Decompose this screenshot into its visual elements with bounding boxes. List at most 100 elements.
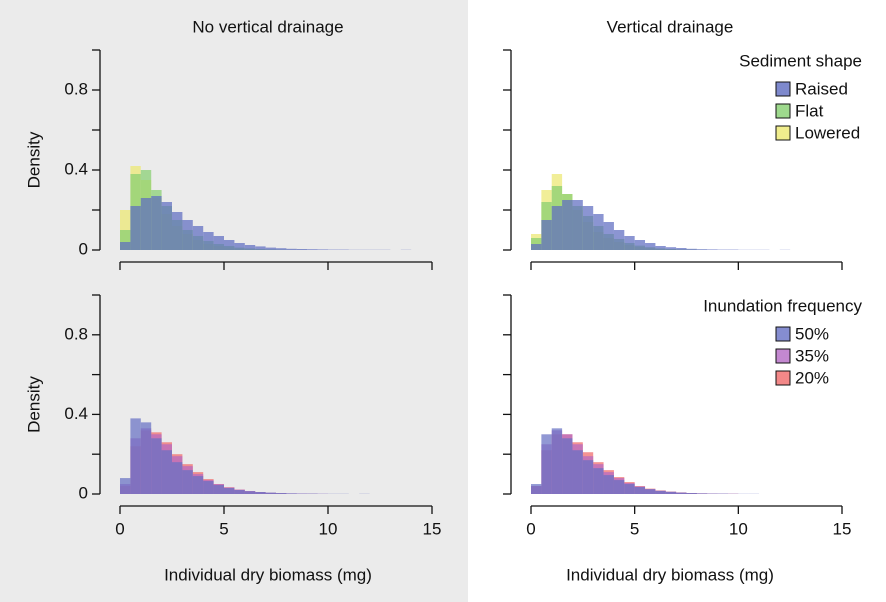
histogram-bar bbox=[224, 488, 235, 494]
histogram-bar bbox=[541, 220, 552, 250]
histogram-bar bbox=[244, 245, 256, 250]
x-tick-label: 15 bbox=[833, 519, 852, 538]
histogram-bar bbox=[665, 491, 677, 494]
legend-swatch bbox=[775, 370, 791, 386]
legend-label: Flat bbox=[795, 101, 824, 120]
x-tick-label: 10 bbox=[319, 519, 338, 538]
legend-title: Sediment shape bbox=[739, 51, 862, 70]
histogram-bar bbox=[276, 493, 287, 494]
histogram-bar bbox=[203, 481, 214, 494]
histogram-bar bbox=[603, 475, 614, 494]
histogram-bar bbox=[224, 240, 235, 250]
x-tick-label: 0 bbox=[526, 519, 535, 538]
histogram-bar bbox=[255, 492, 266, 494]
histogram-bar bbox=[593, 214, 604, 250]
histogram-bar bbox=[572, 200, 583, 250]
legend-title: Inundation frequency bbox=[703, 296, 862, 315]
y-tick-label: 0.8 bbox=[64, 324, 88, 343]
panel-background bbox=[0, 0, 468, 602]
histogram-bar bbox=[286, 493, 297, 494]
histogram-bar bbox=[624, 236, 635, 250]
histogram-bar bbox=[192, 226, 204, 250]
histogram-bar bbox=[655, 246, 666, 250]
histogram-bar bbox=[551, 206, 563, 250]
histogram-bar bbox=[276, 248, 287, 250]
histogram-bar bbox=[531, 484, 542, 494]
histogram-bar bbox=[140, 198, 152, 250]
histogram-bar bbox=[265, 247, 276, 250]
y-tick-label: 0 bbox=[79, 483, 88, 502]
histogram-bar bbox=[140, 422, 152, 494]
histogram-bar bbox=[296, 249, 308, 250]
legend-swatch bbox=[775, 81, 791, 97]
histogram-bar bbox=[172, 462, 183, 494]
histogram-bar bbox=[307, 249, 318, 250]
y-axis-label: Density bbox=[24, 376, 43, 433]
histogram-bar bbox=[613, 230, 625, 250]
legend-label: 50% bbox=[795, 324, 829, 343]
legend-swatch bbox=[775, 348, 791, 364]
legend-label: Lowered bbox=[795, 123, 860, 142]
y-tick-label: 0 bbox=[79, 239, 88, 258]
histogram-bar bbox=[317, 249, 328, 250]
histogram-bar bbox=[182, 220, 193, 250]
histogram-bar bbox=[255, 246, 266, 250]
histogram-bar bbox=[120, 242, 131, 250]
histogram-bar bbox=[582, 460, 594, 494]
histogram-bar bbox=[265, 492, 276, 494]
legend-label: 35% bbox=[795, 346, 829, 365]
x-axis-label: Individual dry biomass (mg) bbox=[566, 565, 774, 584]
x-tick-label: 15 bbox=[423, 519, 442, 538]
histogram-bar bbox=[634, 240, 646, 250]
legend-swatch bbox=[775, 103, 791, 119]
histogram-bar bbox=[130, 206, 141, 250]
histogram-bar bbox=[582, 206, 594, 250]
x-tick-label: 5 bbox=[219, 519, 228, 538]
histogram-bar bbox=[593, 468, 604, 494]
y-tick-label: 0.8 bbox=[64, 79, 88, 98]
histogram-bar bbox=[213, 485, 224, 494]
histogram-bar bbox=[203, 232, 214, 250]
panel-title: No vertical drainage bbox=[192, 17, 343, 36]
histogram-bar bbox=[655, 490, 666, 494]
legend-label: Raised bbox=[795, 79, 848, 98]
panel-title: Vertical drainage bbox=[607, 17, 734, 36]
legend-label: 20% bbox=[795, 368, 829, 387]
histogram-bar bbox=[244, 491, 256, 494]
histogram-bar bbox=[676, 492, 687, 494]
histogram-bar bbox=[130, 418, 141, 494]
histogram-bar bbox=[696, 493, 708, 494]
legend-swatch bbox=[775, 326, 791, 342]
histogram-bar bbox=[562, 200, 573, 250]
x-tick-label: 0 bbox=[115, 519, 124, 538]
legend-swatch bbox=[775, 125, 791, 141]
histogram-bar bbox=[707, 249, 718, 250]
x-tick-label: 5 bbox=[630, 519, 639, 538]
histogram-bar bbox=[676, 248, 687, 250]
histogram-bar bbox=[172, 212, 183, 250]
histogram-bar bbox=[645, 489, 656, 494]
histogram-bar bbox=[696, 249, 708, 250]
histogram-bar bbox=[161, 202, 172, 250]
histogram-bar bbox=[613, 480, 625, 494]
histogram-bar bbox=[192, 476, 204, 494]
histogram-bar bbox=[686, 493, 697, 494]
histogram-bar bbox=[603, 222, 614, 250]
y-axis-label: Density bbox=[24, 131, 43, 188]
histogram-bar bbox=[686, 248, 697, 250]
histogram-bar bbox=[624, 484, 635, 494]
histogram-bar bbox=[645, 243, 656, 250]
histogram-bar bbox=[531, 244, 542, 250]
histogram-bar bbox=[120, 230, 131, 250]
histogram-bar bbox=[151, 438, 162, 494]
histogram-bar bbox=[120, 478, 131, 494]
histogram-bar bbox=[665, 247, 677, 250]
x-axis-label: Individual dry biomass (mg) bbox=[164, 565, 372, 584]
histogram-bar bbox=[151, 196, 162, 250]
histogram-bar bbox=[234, 243, 245, 250]
histogram-bar bbox=[562, 438, 573, 494]
x-tick-label: 10 bbox=[729, 519, 748, 538]
y-tick-label: 0.4 bbox=[64, 404, 88, 423]
histogram-bar bbox=[182, 470, 193, 494]
